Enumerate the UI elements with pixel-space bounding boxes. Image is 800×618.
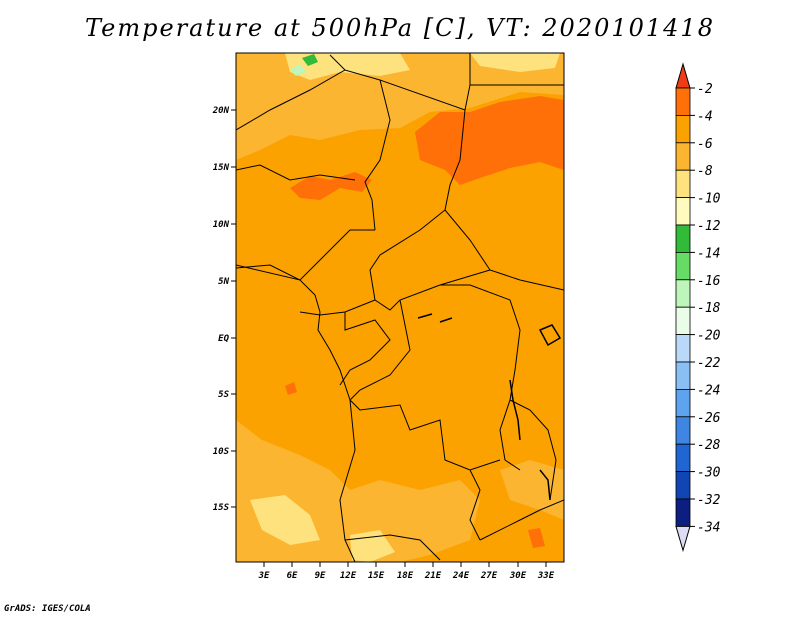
colorbar-box bbox=[675, 471, 691, 500]
colorbar-box bbox=[675, 169, 691, 198]
colorbar-label: -24 bbox=[697, 383, 720, 398]
colorbar-bottom-arrow bbox=[675, 525, 691, 553]
lon-label: 3E bbox=[258, 571, 270, 581]
lat-label: 20N bbox=[212, 106, 230, 116]
colorbar-box bbox=[675, 197, 691, 226]
lon-label: 30E bbox=[509, 571, 527, 581]
lat-label: 5S bbox=[218, 390, 229, 400]
lat-label: 5N bbox=[218, 277, 229, 287]
pale-patch-northeast bbox=[470, 53, 560, 72]
lon-label: 24E bbox=[452, 571, 470, 581]
country-borders bbox=[236, 53, 564, 562]
map-title: Temperature at 500hPa [C], VT: 202010141… bbox=[85, 14, 715, 42]
colorbar-label: -4 bbox=[697, 109, 713, 124]
pale-patch-south bbox=[250, 495, 320, 545]
colorbar-label: -10 bbox=[697, 192, 721, 207]
lat-label: 10S bbox=[213, 447, 230, 457]
lat-label: EQ bbox=[218, 334, 229, 344]
lon-label: 33E bbox=[537, 571, 555, 581]
cold-spot bbox=[285, 382, 297, 395]
colorbar-label: -28 bbox=[697, 438, 721, 453]
colorbar-label: -14 bbox=[697, 246, 720, 261]
lightgreen-patch bbox=[290, 64, 306, 76]
colorbar-box bbox=[675, 361, 691, 390]
warm-region-north bbox=[236, 53, 564, 160]
colorbar-box bbox=[675, 224, 691, 253]
colorbar: -2 -4 -6 -8 -10 -12 -14 -16 -18 -20 -22 -24 -26 -28 -3… bbox=[675, 62, 721, 553]
colorbar-top-arrow bbox=[675, 62, 691, 89]
colorbar-box bbox=[675, 115, 691, 144]
warm-region-southeast bbox=[500, 460, 564, 520]
colorbar-box bbox=[675, 306, 691, 336]
colorbar-label: -22 bbox=[697, 356, 721, 371]
colorbar-label: -16 bbox=[697, 274, 721, 289]
lakes bbox=[417, 313, 562, 501]
lon-label: 9E bbox=[315, 571, 326, 581]
colorbar-label: -34 bbox=[697, 520, 720, 535]
colorbar-box bbox=[675, 142, 691, 171]
green-patch bbox=[302, 54, 318, 66]
colorbar-label: -2 bbox=[697, 82, 713, 97]
lon-label: 21E bbox=[424, 571, 442, 581]
colorbar-box bbox=[675, 334, 691, 363]
lon-label: 18E bbox=[397, 571, 414, 581]
colorbar-label: -12 bbox=[697, 219, 721, 234]
colorbar-box bbox=[675, 251, 691, 281]
lat-label: 15N bbox=[213, 163, 230, 173]
lat-label: 10N bbox=[213, 220, 230, 230]
longitude-axis: 3E 6E 9E 12E 15E 18E 21E 24E 27E 30E 33E bbox=[258, 562, 555, 581]
colorbar-box bbox=[675, 279, 691, 308]
latitude-axis: 20N 15N 10N 5N EQ 5S 10S 15S bbox=[212, 106, 236, 513]
lon-label: 12E bbox=[340, 571, 357, 581]
colorbar-label: -8 bbox=[697, 164, 713, 179]
cold-spot-se bbox=[528, 528, 545, 548]
colorbar-box bbox=[675, 87, 691, 116]
colorbar-label: -32 bbox=[697, 493, 721, 508]
lon-label: 15E bbox=[368, 571, 385, 581]
map-frame bbox=[235, 52, 565, 563]
lat-label: 15S bbox=[213, 503, 230, 513]
lon-label: 6E bbox=[287, 571, 298, 581]
map-area bbox=[236, 53, 564, 562]
colorbar-label: -18 bbox=[697, 301, 721, 316]
colorbar-box bbox=[675, 443, 691, 473]
colorbar-label: -26 bbox=[697, 411, 721, 426]
colorbar-label: -20 bbox=[697, 329, 721, 344]
credit-label: GrADS: IGES/COLA bbox=[4, 604, 91, 614]
colorbar-label: -6 bbox=[697, 137, 713, 152]
colorbar-box bbox=[675, 498, 691, 527]
colorbar-box bbox=[675, 388, 691, 418]
colorbar-box bbox=[675, 416, 691, 445]
colorbar-label: -30 bbox=[697, 466, 721, 481]
cold-region-ne bbox=[415, 96, 564, 185]
lon-label: 27E bbox=[480, 571, 498, 581]
